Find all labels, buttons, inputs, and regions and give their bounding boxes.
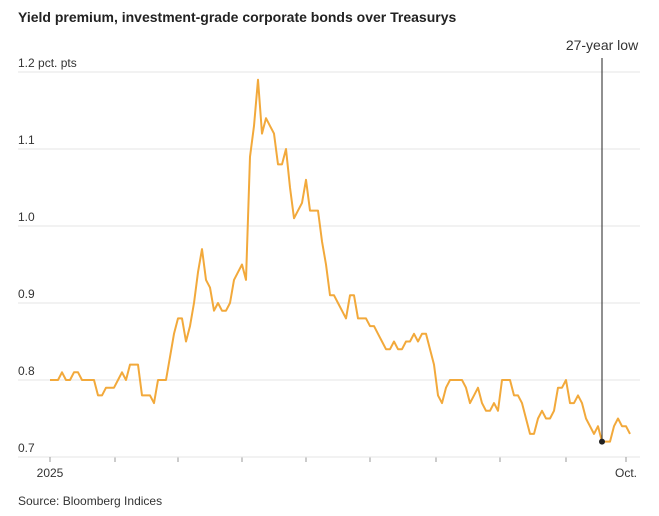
y-tick-label: 1.2 pct. pts (18, 56, 77, 70)
x-tick-label: 2025 (37, 466, 64, 480)
y-tick-label: 1.0 (18, 210, 35, 224)
y-tick-label: 1.1 (18, 133, 35, 147)
y-tick-label: 0.8 (18, 364, 35, 378)
y-tick-label: 0.9 (18, 287, 35, 301)
source: Source: Bloomberg Indices (18, 494, 162, 508)
annotation: 27-year low (566, 37, 639, 53)
chart-title: Yield premium, investment-grade corporat… (18, 9, 456, 25)
y-tick-label: 0.7 (18, 441, 35, 455)
line (50, 78, 631, 443)
annotation-dot (599, 438, 605, 445)
month-ticks (114, 457, 567, 462)
x-tick-label: Oct. (615, 466, 637, 480)
